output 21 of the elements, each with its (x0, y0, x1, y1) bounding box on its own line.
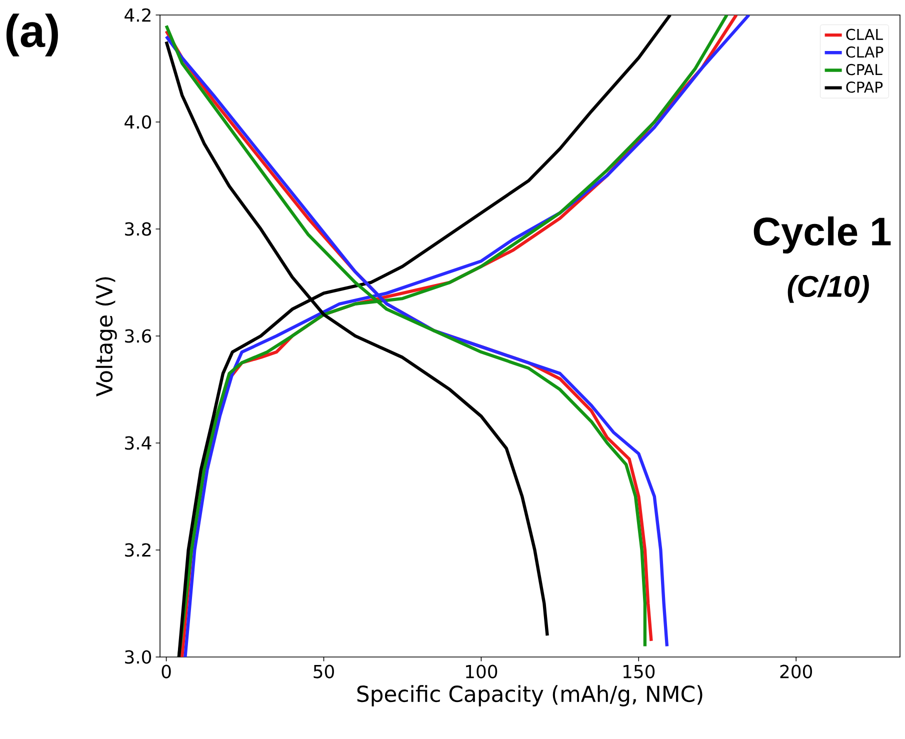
y-tick-label: 3.6 (125, 329, 152, 343)
y-tick-label: 4.0 (124, 115, 152, 129)
y-tick-label: 3.2 (125, 543, 150, 557)
x-tick-label: 50 (314, 664, 334, 678)
x-tick-label: 200 (780, 664, 812, 678)
annotation: (C/10) (788, 275, 869, 303)
y-axis-title: Voltage (V) (96, 277, 117, 396)
x-axis-title: Specific Capacity (mAh/g, NMC) (357, 685, 702, 706)
y-tick-label: 3.8 (125, 222, 152, 236)
x-tick-label: 100 (466, 664, 498, 678)
x-tick-label: 0 (162, 664, 171, 678)
legend-label: CLAP (846, 46, 884, 58)
y-tick-label: 3.0 (125, 650, 152, 664)
legend-label: CPAL (846, 64, 882, 76)
legend-label: CLAL (846, 28, 883, 40)
y-tick-label: 3.4 (125, 436, 152, 450)
annotation: Cycle 1 (754, 216, 891, 254)
y-tick-label: 4.2 (124, 8, 150, 22)
x-tick-label: 150 (624, 664, 655, 678)
legend-label: CPAP (846, 81, 883, 93)
text: (a) (6, 14, 58, 56)
